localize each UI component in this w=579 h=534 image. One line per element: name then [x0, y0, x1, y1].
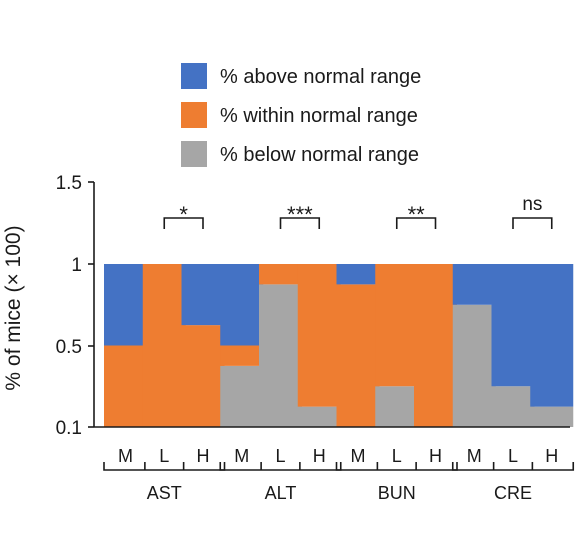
bar-segment — [104, 264, 147, 346]
y-axis-label: % of mice (× 100) — [2, 225, 25, 390]
y-tick-label: 0.1 — [56, 418, 82, 439]
bar-segment — [530, 406, 574, 427]
group-bracket — [335, 462, 458, 471]
x-category-label: M — [351, 446, 366, 466]
y-axis: 0.1 0.5 1 1.5 — [56, 173, 95, 439]
y-tick-label: 1.5 — [56, 173, 82, 194]
bar-segment — [414, 264, 457, 427]
x-group-label: BUN — [378, 483, 416, 503]
significance-label: *** — [287, 202, 313, 227]
x-category-label: H — [545, 446, 558, 466]
legend-entry: % within normal range — [220, 105, 418, 127]
significance-bracket — [279, 217, 321, 229]
group-bracket — [219, 462, 342, 471]
x-category-label: L — [159, 446, 169, 466]
significance-bracket — [395, 217, 437, 229]
significance-label: ** — [408, 202, 426, 227]
bar-segment — [259, 264, 302, 285]
bars — [104, 264, 574, 427]
bar-segment — [220, 365, 264, 427]
bar-segment — [452, 264, 496, 305]
bar-segment — [181, 325, 225, 427]
x-axis: M L H AST M L H ALT M L H BUN M L H CRE — [94, 426, 575, 503]
x-category-label: H — [313, 446, 326, 466]
bar-segment — [452, 304, 496, 427]
legend-entry: % below normal range — [220, 144, 419, 166]
x-group-label: CRE — [494, 483, 532, 503]
bar-segment — [336, 264, 380, 285]
bar-segment — [220, 345, 264, 366]
legend-entry: % above normal range — [220, 66, 421, 88]
bar-segment — [491, 264, 535, 387]
legend-swatch — [181, 141, 207, 167]
bar-segment — [181, 264, 225, 326]
x-category-label: L — [275, 446, 285, 466]
legend-swatch — [181, 102, 207, 128]
x-category-label: M — [467, 446, 482, 466]
significance-label: ns — [522, 194, 542, 215]
x-category-label: L — [508, 446, 518, 466]
bar-segment — [297, 406, 341, 427]
y-tick-label: 0.5 — [56, 337, 82, 358]
group-bracket — [103, 462, 226, 471]
bar-segment — [142, 264, 186, 427]
bar-segment — [259, 284, 302, 427]
group-bracket — [451, 462, 575, 471]
legend-swatch — [181, 63, 207, 89]
x-category-label: M — [234, 446, 249, 466]
x-category-label: L — [392, 446, 402, 466]
significance-bracket — [512, 217, 553, 229]
legend: % above normal range % within normal rang… — [181, 63, 421, 167]
bar-segment — [375, 386, 419, 427]
bar-segment — [297, 264, 341, 407]
x-category-label: M — [118, 446, 133, 466]
x-group-label: AST — [147, 483, 182, 503]
x-category-label: H — [197, 446, 210, 466]
bar-segment — [530, 264, 574, 407]
significance-bracket — [163, 217, 204, 229]
bar-segment — [336, 284, 380, 427]
significance-annotations: * *** ** ns — [163, 194, 553, 229]
x-category-label: H — [429, 446, 442, 466]
y-tick-label: 1 — [71, 255, 82, 276]
x-group-label: ALT — [265, 483, 297, 503]
bar-segment — [104, 345, 147, 427]
bar-segment — [491, 386, 535, 427]
bar-segment — [220, 264, 264, 346]
significance-label: * — [179, 202, 188, 227]
bar-segment — [375, 264, 419, 387]
